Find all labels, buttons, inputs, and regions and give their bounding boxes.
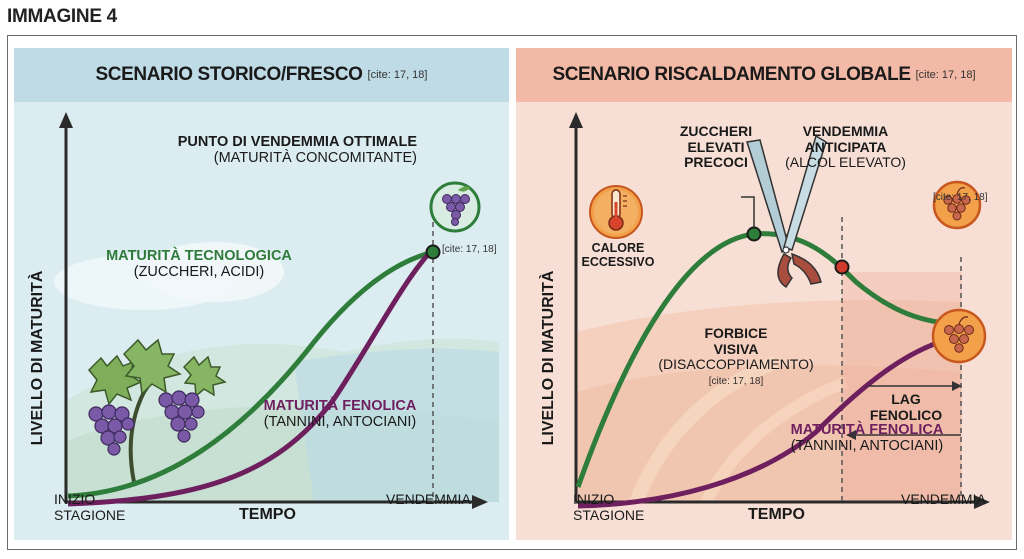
x-axis-label: TEMPO [748, 506, 805, 523]
tech-maturity-subtitle: (ZUCCHERI, ACIDI) [133, 264, 265, 281]
early-harvest-cite: [cite: 17, 18] [933, 192, 988, 203]
lag-line1: LAG [891, 391, 921, 407]
phenolic-maturity-label: MATURITÀ FENOLICA (TANNINI, ANTOCIANI) [782, 422, 952, 454]
x-start-line1: INIZIO [573, 491, 615, 507]
tech-maturity-title: MATURITÀ TECNOLOGICA [106, 248, 292, 264]
optimal-harvest-point [425, 244, 441, 260]
phenolic-maturity-title: MATURITÀ FENOLICA [790, 422, 944, 438]
x-start-line2: STAGIONE [573, 506, 645, 523]
leaf-icon [87, 354, 143, 406]
sugar-line3: PRECOCI [684, 154, 748, 171]
sugar-line1: ZUCCHERI [679, 123, 753, 139]
early-line1: VENDEMMIA [802, 123, 889, 139]
background-landscape [54, 242, 499, 502]
scissors-icon [746, 134, 827, 289]
heat-line2: ECCESSIVO [581, 255, 655, 269]
x-end-label: VENDEMMIA [386, 491, 471, 507]
scissor-line2: VISIVA [713, 340, 759, 357]
phenolic-maturity-label: MATURITÀ FENOLICA (TANNINI, ANTOCIANI) [250, 398, 430, 430]
x-axis-arrow-icon [974, 495, 990, 509]
arrow-right-icon [952, 381, 962, 391]
excess-heat-label: CALORE ECCESSIVO [578, 241, 658, 269]
panel-warming-scenario: SCENARIO RISCALDAMENTO GLOBALE [cite: 17… [516, 48, 1012, 540]
grape-cluster-icon [158, 390, 205, 443]
scissor-line1: FORBICE [704, 325, 768, 341]
grape-badge-icon [429, 181, 481, 233]
scissor-gap-label: FORBICE VISIVA (DISACCOPPIAMENTO) [cite:… [646, 325, 826, 388]
x-end-label: VENDEMMIA [901, 491, 986, 507]
leaf-icon [122, 338, 182, 396]
leaf-icon [182, 355, 227, 398]
x-axis-label: TEMPO [239, 506, 296, 523]
grape-badge-icon [931, 308, 987, 364]
phenolic-maturity-curve [67, 247, 435, 507]
vine-illustration [87, 338, 227, 483]
early-sugar-point [746, 226, 762, 242]
callout-connector [741, 196, 755, 230]
x-axis-arrow-icon [472, 495, 488, 509]
grape-badge-icon [932, 180, 982, 230]
panel-historic-scenario: SCENARIO STORICO/FRESCO [cite: 17, 18] [14, 48, 509, 540]
y-axis-arrow-icon [59, 112, 73, 128]
x-start-label: INIZIO STAGIONE [573, 491, 645, 523]
tech-maturity-curve [67, 249, 434, 499]
arrow-left-icon [846, 430, 856, 440]
phenolic-maturity-curve [577, 337, 947, 509]
tech-maturity-label: MATURITÀ TECNOLOGICA (ZUCCHERI, ACIDI) [94, 248, 304, 280]
page-title: IMMAGINE 4 [7, 6, 117, 27]
panel-title: SCENARIO RISCALDAMENTO GLOBALE [552, 64, 911, 85]
grape-cluster-icon [88, 404, 135, 456]
y-axis-label-wrap: LIVELLO DI MATURITÀ [27, 248, 49, 468]
lag-region [842, 272, 962, 502]
y-axis-label: LIVELLO DI MATURITÀ [540, 270, 558, 446]
phenolic-maturity-subtitle: (TANNINI, ANTOCIANI) [263, 414, 417, 431]
y-axis-label: LIVELLO DI MATURITÀ [29, 270, 47, 446]
heat-line1: CALORE [591, 241, 645, 255]
early-harvest-label: VENDEMMIA ANTICIPATA (ALCOL ELEVATO) [778, 123, 913, 171]
optimal-harvest-title: PUNTO DI VENDEMMIA OTTIMALE [177, 134, 417, 150]
optimal-harvest-subtitle: (MATURITÀ CONCOMITANTE) [213, 150, 417, 167]
early-sugar-label: ZUCCHERI ELEVATI PRECOCI [666, 123, 766, 171]
panel-title: SCENARIO STORICO/FRESCO [95, 64, 363, 85]
optimal-harvest-label: PUNTO DI VENDEMMIA OTTIMALE (MATURITÀ CO… [157, 134, 417, 166]
x-start-line2: STAGIONE [54, 506, 126, 523]
panel-header: SCENARIO STORICO/FRESCO [cite: 17, 18] [14, 48, 509, 102]
early-line2: ANTICIPATA [804, 138, 887, 155]
y-axis-label-wrap: LIVELLO DI MATURITÀ [538, 248, 560, 468]
maturity-chart-warming [569, 112, 990, 509]
panel-header: SCENARIO RISCALDAMENTO GLOBALE [cite: 17… [516, 48, 1012, 102]
x-start-label: INIZIO STAGIONE [54, 491, 126, 523]
sugar-line2: ELEVATI [687, 138, 745, 155]
phenolic-maturity-subtitle: (TANNINI, ANTOCIANI) [790, 438, 944, 455]
scissor-cite: [cite: 17, 18] [708, 376, 764, 388]
cite: [cite: 17, 18] [367, 69, 428, 81]
phenolic-lag-label: LAG FENOLICO [866, 391, 946, 423]
maturity-chart-historic [54, 112, 499, 509]
cite: [cite: 17, 18] [915, 69, 976, 81]
thermometer-icon [589, 185, 643, 239]
lag-line2: FENOLICO [869, 406, 943, 423]
background-landscape [576, 300, 961, 505]
scissor-sub: (DISACCOPPIAMENTO) [658, 356, 814, 373]
y-axis-arrow-icon [569, 112, 583, 128]
early-sub: (ALCOL ELEVATO) [785, 154, 906, 171]
optimal-cite: [cite: 17, 18] [442, 244, 497, 255]
early-harvest-point [834, 259, 850, 275]
phenolic-maturity-title: MATURITÀ FENOLICA [263, 398, 417, 414]
x-start-line1: INIZIO [54, 491, 96, 507]
